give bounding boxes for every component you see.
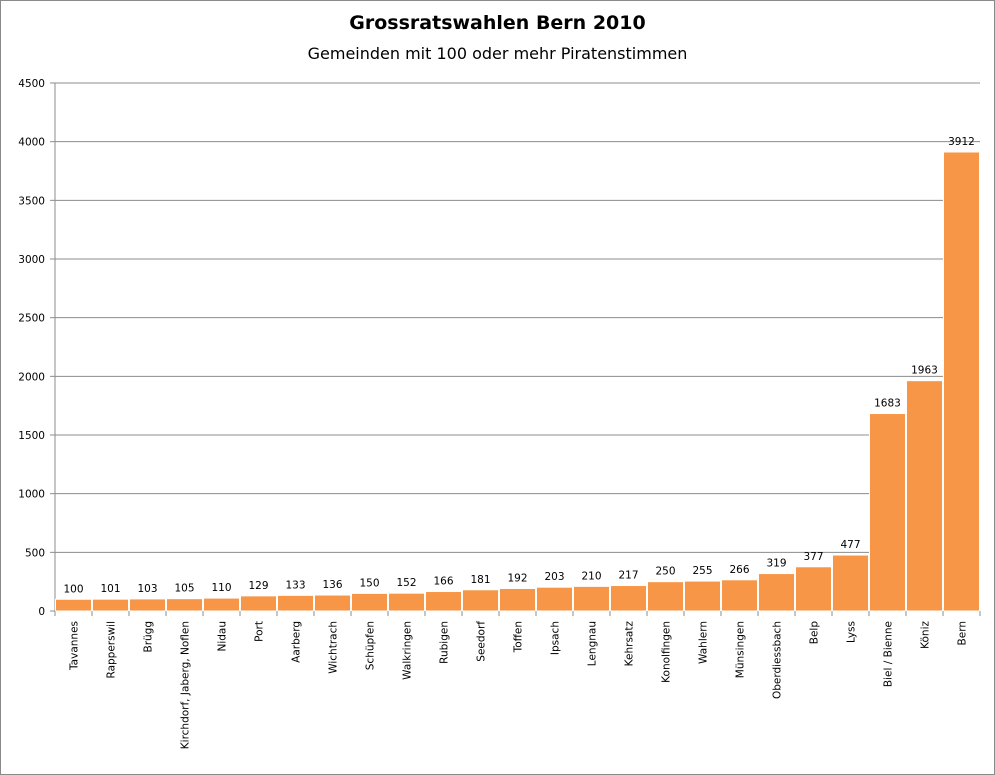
y-tick-label: 2500 — [18, 313, 45, 325]
data-label: 192 — [507, 572, 527, 584]
x-tick-label: Belp — [809, 621, 821, 645]
x-tick-label: Brügg — [143, 621, 155, 653]
x-tick-label: Lyss — [846, 621, 858, 643]
bar — [92, 598, 129, 612]
y-tick-label: 1500 — [18, 430, 45, 442]
y-tick-label: 3500 — [18, 195, 45, 207]
bar — [277, 594, 314, 612]
bar — [314, 594, 351, 612]
data-label: 105 — [174, 583, 194, 595]
bar — [758, 573, 795, 612]
data-label: 150 — [359, 577, 379, 589]
data-label: 1683 — [874, 398, 901, 410]
data-label: 477 — [840, 539, 860, 551]
y-tick-label: 4500 — [18, 78, 45, 90]
bar — [573, 585, 610, 612]
data-label: 101 — [100, 583, 120, 595]
x-tick-label: Oberdiessbach — [772, 621, 784, 699]
bar — [832, 554, 869, 612]
bar — [425, 591, 462, 612]
x-tick-label: Wichtrach — [328, 621, 340, 674]
x-tick-label: Kirchdorf, Jaberg, Noflen — [180, 621, 192, 749]
bar — [536, 586, 573, 612]
y-tick-label: 4000 — [18, 137, 45, 149]
bar — [684, 580, 721, 612]
gridlines — [55, 82, 980, 553]
bar — [462, 589, 499, 612]
chart-title: Grossratswahlen Bern 2010 — [349, 12, 646, 34]
bar — [943, 151, 980, 612]
data-label: 129 — [248, 580, 268, 592]
bar — [388, 592, 425, 612]
data-label: 255 — [692, 565, 712, 577]
bar — [351, 592, 388, 612]
data-label: 181 — [470, 574, 490, 586]
data-label: 3912 — [948, 136, 975, 148]
data-labels: 100 101 103 105 110 129 133 136 150 152 166 181 192 2… — [63, 136, 974, 595]
bar — [795, 566, 832, 612]
data-label: 133 — [285, 579, 305, 591]
x-tick-label: Ipsach — [550, 621, 562, 655]
x-tick-label: Tavannes — [69, 621, 81, 671]
bar — [906, 380, 943, 612]
data-label: 110 — [211, 582, 231, 594]
bar — [240, 595, 277, 612]
bar — [129, 598, 166, 612]
x-tick-label: Rapperswil — [106, 621, 118, 679]
y-tick-label: 3000 — [18, 254, 45, 266]
data-label: 166 — [433, 576, 453, 588]
bars — [55, 151, 980, 612]
x-tick-label: Biel / Bienne — [883, 621, 895, 687]
data-label: 266 — [729, 564, 749, 576]
y-tick-label: 500 — [25, 547, 45, 559]
data-label: 217 — [618, 570, 638, 582]
y-tick-label: 1000 — [18, 489, 45, 501]
data-label: 152 — [396, 577, 416, 589]
bar — [647, 581, 684, 612]
x-tick-label: Münsingen — [735, 621, 747, 678]
bar — [499, 587, 536, 612]
x-tick-label: Port — [254, 621, 266, 642]
x-tick-label: Schüpfen — [365, 621, 377, 670]
x-tick-label: Konolfingen — [661, 621, 673, 683]
x-tick-label: Toffen — [513, 621, 525, 653]
x-tick-label: Lengnau — [587, 621, 599, 666]
bar — [869, 413, 906, 612]
chart-subtitle: Gemeinden mit 100 oder mehr Piratenstimm… — [307, 44, 688, 63]
data-label: 203 — [544, 571, 564, 583]
x-tick-label: Nidau — [217, 621, 229, 652]
data-label: 250 — [655, 566, 675, 578]
y-axis-ticks: 0 500 1000 1500 2000 2500 3000 3500 4000 4500 — [18, 78, 55, 618]
bar — [166, 598, 203, 612]
x-tick-label: Wahlern — [698, 621, 710, 664]
x-axis-ticks: Tavannes Rapperswil Brügg Kirchdorf, Jaberg… — [54, 611, 981, 749]
data-label: 1963 — [911, 365, 938, 377]
bar — [203, 597, 240, 612]
y-tick-label: 2000 — [18, 371, 45, 383]
bar — [721, 579, 758, 612]
bar — [610, 585, 647, 612]
data-label: 210 — [581, 570, 601, 582]
x-tick-label: Walkringen — [402, 621, 414, 680]
x-tick-label: Seedorf — [476, 621, 488, 662]
x-tick-label: Köniz — [920, 621, 932, 649]
data-label: 100 — [63, 583, 83, 595]
x-tick-label: Kehrsatz — [624, 621, 636, 667]
axes — [54, 83, 980, 612]
x-tick-label: Rubigen — [439, 621, 451, 664]
data-label: 136 — [322, 579, 342, 591]
x-tick-label: Aarberg — [291, 621, 303, 663]
data-label: 319 — [766, 558, 786, 570]
data-label: 103 — [137, 583, 157, 595]
bar — [55, 598, 92, 612]
data-label: 377 — [803, 551, 823, 563]
y-tick-label: 0 — [38, 606, 45, 618]
x-tick-label: Bern — [957, 621, 969, 645]
